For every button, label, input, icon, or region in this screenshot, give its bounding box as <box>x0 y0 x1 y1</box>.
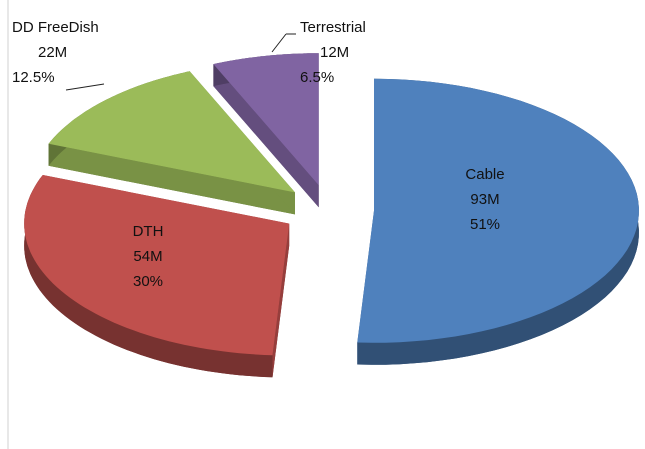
slice <box>48 71 295 193</box>
slice-side <box>272 223 290 378</box>
leader-line <box>271 33 287 53</box>
data-label: 54M <box>133 248 162 265</box>
data-label: DD FreeDish <box>12 19 99 36</box>
data-label: 12.5% <box>12 69 55 86</box>
data-label: 51% <box>470 216 500 233</box>
data-label: 30% <box>133 273 163 290</box>
leader-line <box>65 83 105 91</box>
data-label: 22M <box>38 44 67 61</box>
slice <box>24 175 290 356</box>
data-label: 93M <box>470 191 499 208</box>
slice-side <box>48 143 295 215</box>
data-label: 6.5% <box>300 69 334 86</box>
pie <box>24 53 639 378</box>
slice-edge <box>24 175 273 378</box>
data-label: Terrestrial <box>300 19 366 36</box>
slice <box>213 53 319 186</box>
data-label: Cable <box>465 166 504 183</box>
data-label: DTH <box>133 223 164 240</box>
labels: Cable 93M 51% DTH 54M 30% DD FreeDish 22M 12.5% T… <box>12 19 505 290</box>
slice <box>357 78 639 343</box>
slice-side <box>213 64 319 208</box>
data-label: 12M <box>320 44 349 61</box>
